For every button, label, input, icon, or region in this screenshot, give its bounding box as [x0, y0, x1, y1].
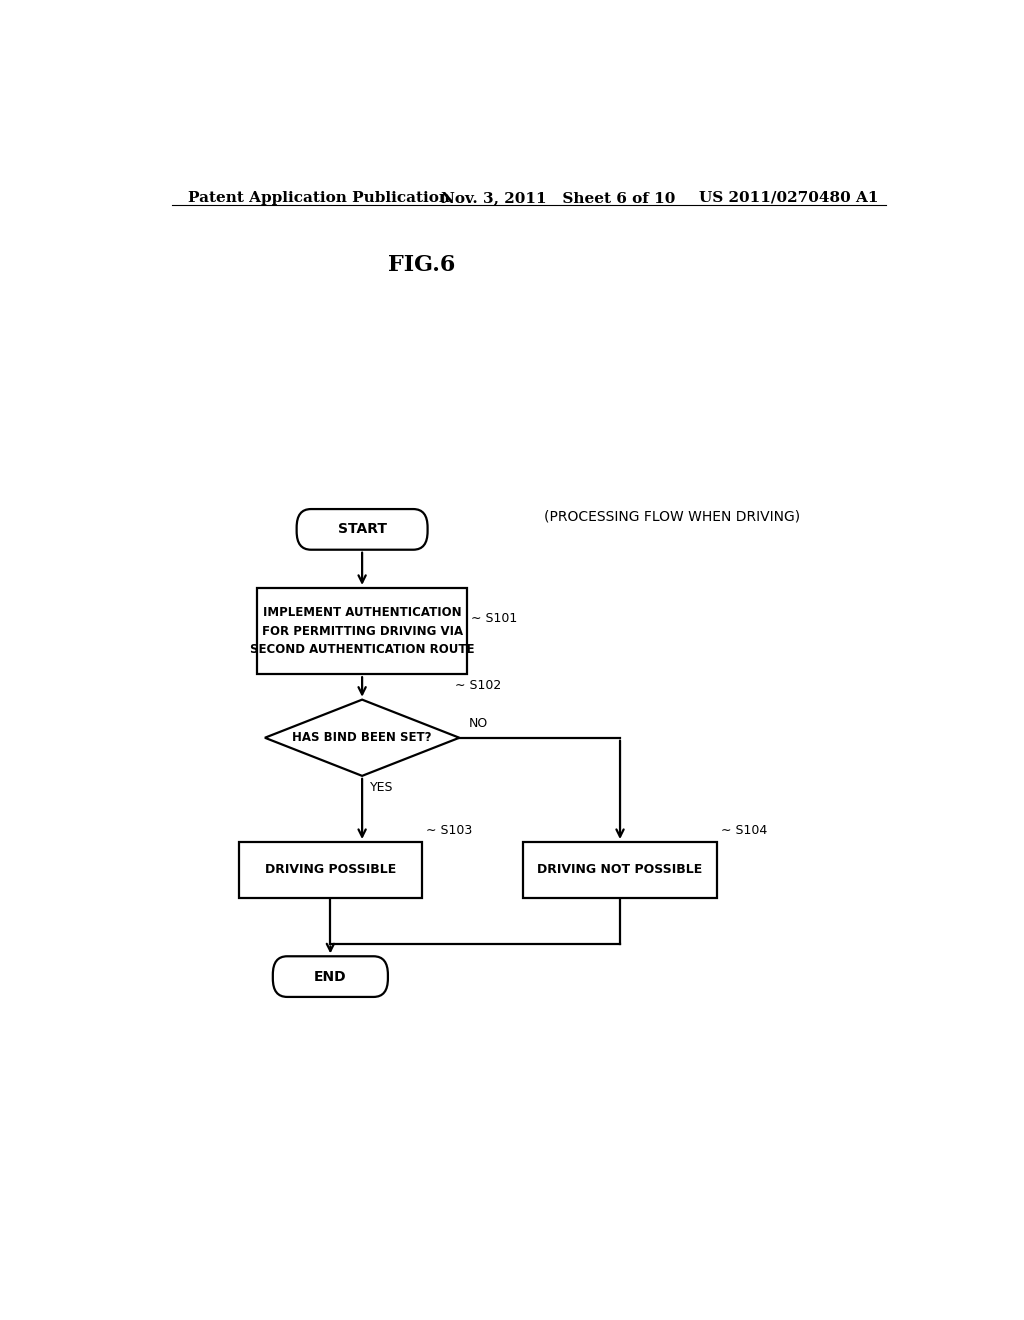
Text: IMPLEMENT AUTHENTICATION
FOR PERMITTING DRIVING VIA
SECOND AUTHENTICATION ROUTE: IMPLEMENT AUTHENTICATION FOR PERMITTING …: [250, 606, 474, 656]
Text: START: START: [338, 523, 387, 536]
Text: ∼ S103: ∼ S103: [426, 824, 472, 837]
Text: FIG.6: FIG.6: [388, 255, 456, 276]
Text: DRIVING POSSIBLE: DRIVING POSSIBLE: [265, 863, 396, 876]
Text: ∼ S104: ∼ S104: [721, 824, 767, 837]
Text: US 2011/0270480 A1: US 2011/0270480 A1: [699, 191, 879, 205]
Text: YES: YES: [370, 781, 393, 793]
Text: Patent Application Publication: Patent Application Publication: [187, 191, 450, 205]
Text: NO: NO: [469, 717, 488, 730]
Text: DRIVING NOT POSSIBLE: DRIVING NOT POSSIBLE: [538, 863, 702, 876]
Bar: [523, 842, 717, 898]
Text: ∼ S101: ∼ S101: [471, 612, 517, 626]
Bar: [257, 587, 467, 675]
Text: ∼ S102: ∼ S102: [456, 678, 502, 692]
Text: (PROCESSING FLOW WHEN DRIVING): (PROCESSING FLOW WHEN DRIVING): [544, 510, 800, 523]
Text: END: END: [314, 970, 347, 983]
Text: Nov. 3, 2011   Sheet 6 of 10: Nov. 3, 2011 Sheet 6 of 10: [441, 191, 676, 205]
Text: HAS BIND BEEN SET?: HAS BIND BEEN SET?: [293, 731, 432, 744]
Bar: [240, 842, 422, 898]
FancyBboxPatch shape: [272, 956, 388, 997]
Polygon shape: [265, 700, 460, 776]
FancyBboxPatch shape: [297, 510, 428, 549]
